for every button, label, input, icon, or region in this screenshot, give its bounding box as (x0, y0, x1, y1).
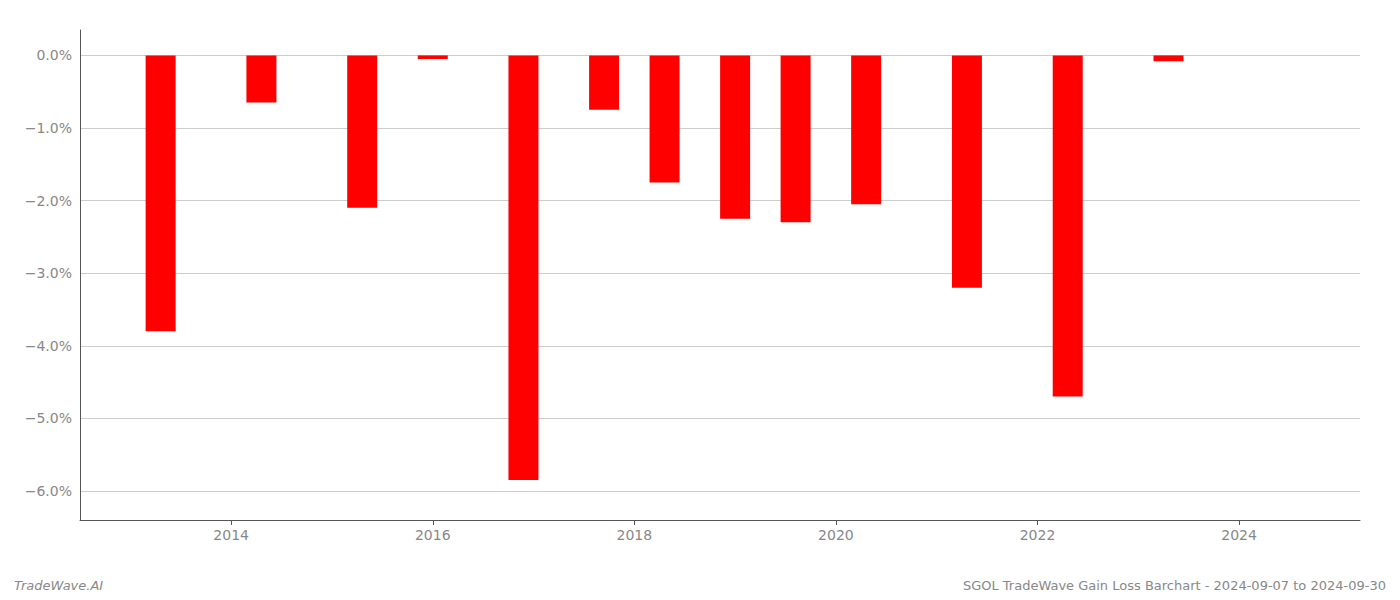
svg-text:−6.0%: −6.0% (25, 483, 72, 499)
svg-text:−2.0%: −2.0% (25, 193, 72, 209)
svg-text:TradeWave.AI: TradeWave.AI (14, 578, 103, 593)
svg-text:2018: 2018 (617, 527, 653, 543)
svg-text:2020: 2020 (818, 527, 854, 543)
svg-text:2016: 2016 (415, 527, 451, 543)
svg-text:2024: 2024 (1221, 527, 1257, 543)
svg-text:−4.0%: −4.0% (25, 338, 72, 354)
svg-text:−5.0%: −5.0% (25, 410, 72, 426)
svg-text:2022: 2022 (1020, 527, 1056, 543)
svg-text:−3.0%: −3.0% (25, 265, 72, 281)
svg-text:2014: 2014 (213, 527, 249, 543)
svg-text:−1.0%: −1.0% (25, 120, 72, 136)
svg-text:SGOL TradeWave Gain Loss Barch: SGOL TradeWave Gain Loss Barchart - 2024… (963, 578, 1386, 593)
svg-text:0.0%: 0.0% (36, 47, 72, 63)
